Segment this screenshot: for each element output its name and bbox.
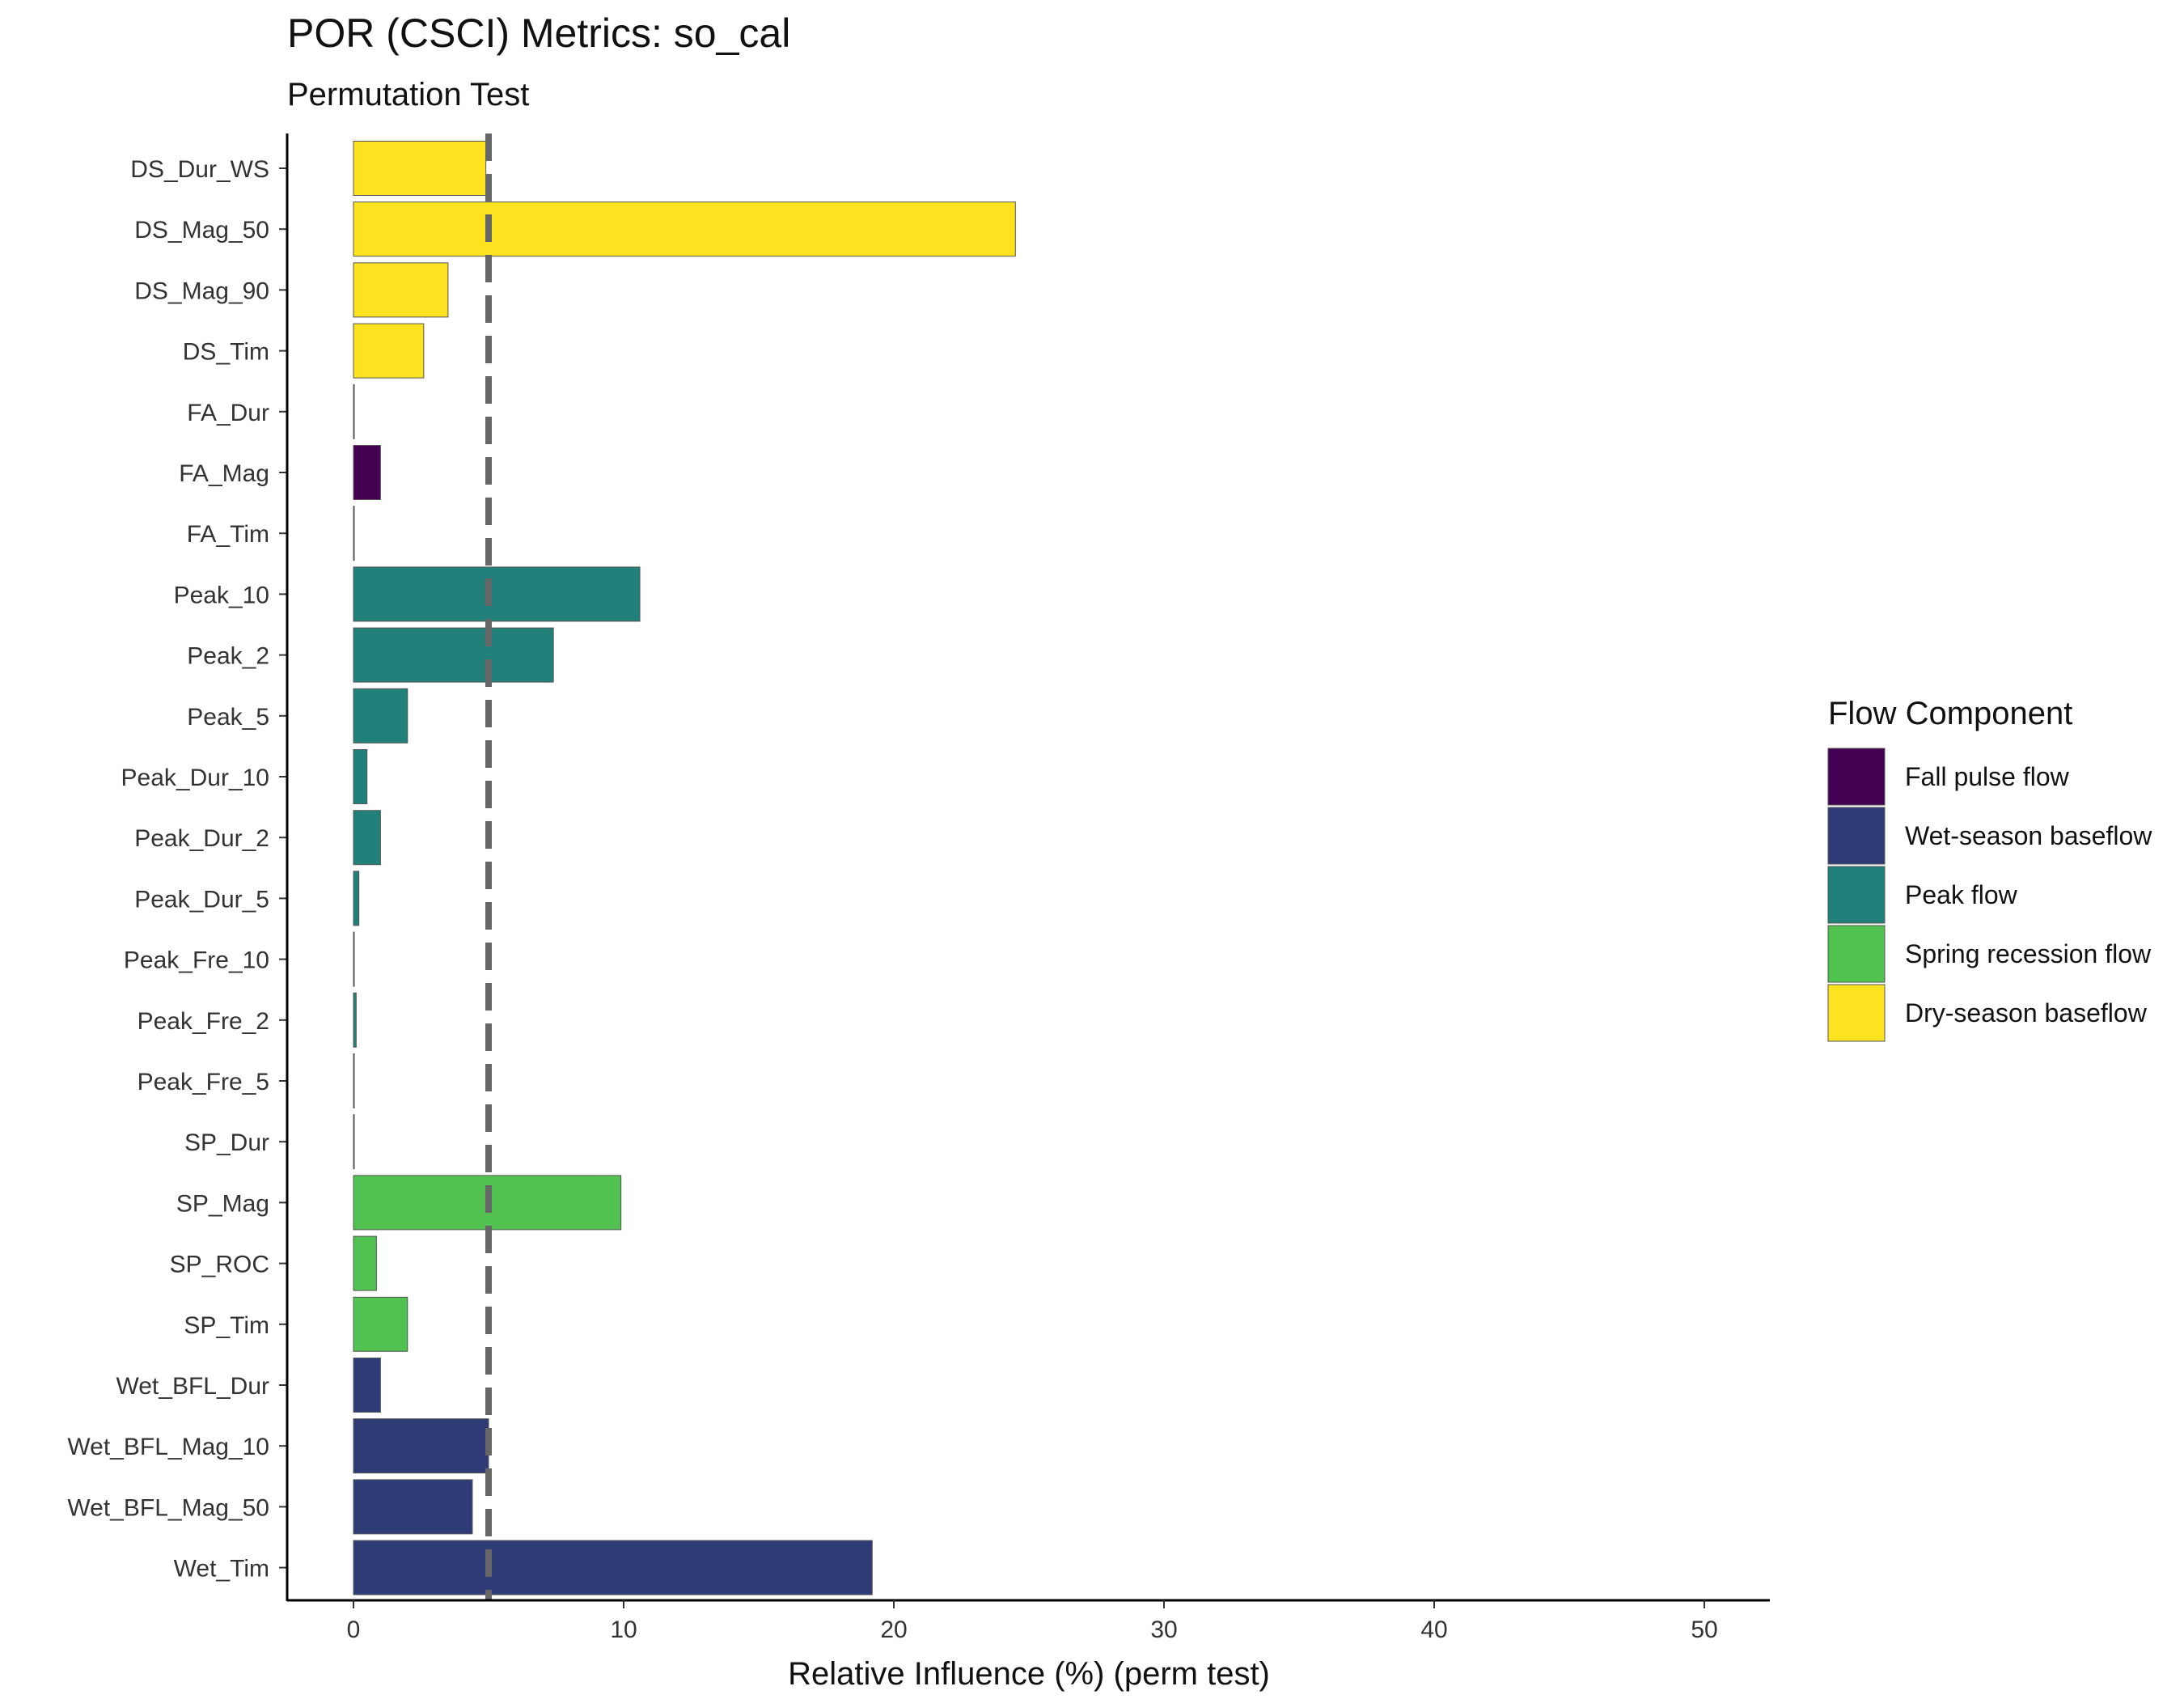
bar-peak-dur-5 [353,871,360,926]
legend-key-dry-season-baseflow [1827,984,1886,1042]
y-tick-label-wet-bfl-mag-50: Wet_BFL_Mag_50 [67,1494,269,1521]
y-tick-label-peak-fre-10: Peak_Fre_10 [124,947,269,974]
y-tick-label-fa-dur: FA_Dur [187,400,269,426]
y-tick-label-sp-dur: SP_Dur [184,1129,269,1156]
y-tick-label-fa-mag: FA_Mag [179,460,269,487]
y-tick-label-peak-dur-5: Peak_Dur_5 [134,886,269,913]
bar-sp-roc [353,1235,377,1291]
legend-title: Flow Component [1828,696,2072,731]
y-tick-label-sp-tim: SP_Tim [184,1312,269,1339]
y-tick-label-ds-mag-90: DS_Mag_90 [134,278,269,304]
bar-ds-mag-50 [353,201,1016,257]
x-axis-title: Relative Influence (%) (perm test) [788,1656,1270,1692]
bar-peak-dur-10 [353,749,368,804]
bar-ds-mag-90 [353,262,449,318]
y-tick-label-peak-5: Peak_5 [187,704,269,731]
bar-fa-tim [353,506,355,561]
y-tick-label-ds-mag-50: DS_Mag_50 [134,217,269,244]
x-tick-label-50: 50 [1691,1616,1717,1643]
x-tick-label-0: 0 [347,1616,361,1643]
legend-key-peak-flow [1827,866,1886,924]
y-tick-label-peak-dur-2: Peak_Dur_2 [134,825,269,852]
bar-fa-dur [353,383,355,439]
legend-key-wet-season-baseflow [1827,807,1886,865]
x-tick-label-30: 30 [1150,1616,1177,1643]
bar-peak-dur-2 [353,810,381,866]
y-tick-label-sp-mag: SP_Mag [176,1190,269,1217]
bar-wet-bfl-mag-50 [353,1479,473,1535]
bar-peak-5 [353,688,408,744]
y-tick-label-peak-fre-2: Peak_Fre_2 [138,1008,269,1035]
y-tick-label-peak-dur-10: Peak_Dur_10 [121,765,269,791]
x-tick-label-20: 20 [880,1616,907,1643]
y-tick-label-ds-dur-ws: DS_Dur_WS [130,156,269,183]
y-tick-label-ds-tim: DS_Tim [183,339,269,366]
bar-peak-fre-5 [353,1053,355,1108]
bar-peak-fre-10 [353,931,355,987]
chart-title: POR (CSCI) Metrics: so_cal [287,11,790,56]
bar-peak-2 [353,627,554,683]
legend-label-peak-flow: Peak flow [1905,880,2018,909]
bar-ds-dur-ws [353,141,487,196]
y-tick-label-sp-roc: SP_ROC [170,1252,269,1278]
bars-group [353,141,1016,1595]
bar-fa-mag [353,445,381,500]
y-tick-label-peak-2: Peak_2 [187,643,269,670]
y-tick-label-wet-bfl-mag-10: Wet_BFL_Mag_10 [67,1434,269,1460]
bar-peak-10 [353,566,641,622]
x-tick-label-40: 40 [1420,1616,1447,1643]
legend-label-fall-pulse-flow: Fall pulse flow [1905,762,2070,791]
bar-peak-fre-2 [353,992,357,1048]
legend-key-fall-pulse-flow [1827,748,1886,806]
y-tick-label-peak-fre-5: Peak_Fre_5 [138,1069,269,1095]
bar-wet-tim [353,1540,873,1595]
legend-label-wet-season-baseflow: Wet-season baseflow [1905,821,2152,850]
bar-sp-dur [353,1114,355,1170]
legend-label-spring-recession-flow: Spring recession flow [1905,939,2152,968]
bar-sp-tim [353,1296,408,1352]
chart-subtitle: Permutation Test [287,77,529,112]
y-tick-label-wet-bfl-dur: Wet_BFL_Dur [116,1373,269,1400]
bar-wet-bfl-dur [353,1358,381,1413]
axes-group: DS_Dur_WS DS_Mag_50 DS_Mag_90 DS_Tim FA_Dur F… [67,133,1770,1643]
y-tick-label-peak-10: Peak_10 [174,582,269,608]
legend-key-spring-recession-flow [1827,925,1886,983]
legend-label-dry-season-baseflow: Dry-season baseflow [1905,998,2148,1027]
bar-ds-tim [353,323,425,379]
legend: Flow Component Fall pulse flow Wet-season… [1827,696,2152,1042]
x-tick-label-10: 10 [610,1616,637,1643]
y-tick-label-wet-tim: Wet_Tim [174,1556,269,1582]
y-tick-label-fa-tim: FA_Tim [187,521,269,548]
bar-wet-bfl-mag-10 [353,1418,489,1474]
